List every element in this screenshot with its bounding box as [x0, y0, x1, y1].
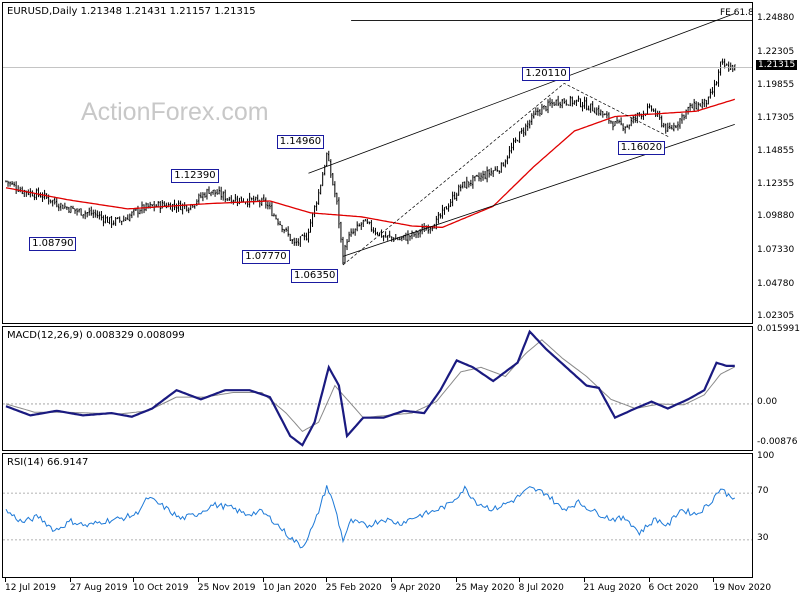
- x-axis-tick-mark: [5, 578, 6, 582]
- price-axis-tick-label: 1.14855: [757, 145, 795, 156]
- candles-group: [5, 58, 736, 265]
- x-axis-tick-mark: [197, 578, 199, 582]
- rsi-line: [5, 485, 736, 549]
- channel-upper-line: [308, 13, 735, 174]
- macd-header: MACD(12,26,9) 0.008329 0.008099: [7, 330, 185, 341]
- x-axis-tick-label: 25 Nov 2019: [197, 583, 256, 593]
- x-axis-tick-mark: [262, 578, 264, 582]
- macd-axis-tick-label: 0.015991: [757, 323, 800, 334]
- x-axis-tick-mark: [69, 578, 71, 582]
- current-price-tag: 1.21315: [756, 60, 798, 71]
- x-axis-tick-label: 9 Apr 2020: [390, 583, 441, 593]
- macd-axis-tick-label: 0.00: [757, 396, 778, 407]
- x-axis-tick-label: 21 Aug 2020: [583, 583, 642, 593]
- callout-low-1.16020: 1.16020: [617, 141, 666, 156]
- price-chart-header: EURUSD,Daily 1.21348 1.21431 1.21157 1.2…: [7, 6, 256, 17]
- rsi-axis-tick-label: 70: [757, 486, 769, 497]
- callout-high-1.14960: 1.14960: [276, 135, 325, 150]
- price-axis-tick-label: 1.09880: [757, 211, 795, 222]
- fibonacci-projection-dashed: [342, 82, 670, 266]
- macd-main-line: [5, 329, 735, 447]
- channel-lower-line: [342, 124, 735, 257]
- x-axis-tick-label: 25 Feb 2020: [325, 583, 382, 593]
- x-axis-tick-label: 8 Jul 2020: [518, 583, 564, 593]
- price-axis-tick-label: 1.24880: [757, 13, 795, 24]
- x-axis-tick-label: 6 Oct 2020: [648, 583, 699, 593]
- x-axis-tick-label: 19 Nov 2020: [713, 583, 772, 593]
- x-axis-tick-mark: [325, 578, 327, 582]
- x-axis-tick-label: 12 Jul 2019: [5, 583, 56, 593]
- price-chart-pane[interactable]: EURUSD,Daily 1.21348 1.21431 1.21157 1.2…: [2, 2, 753, 324]
- rsi-chart-svg: [3, 485, 752, 549]
- callout-low-1.08790: 1.08790: [29, 236, 77, 251]
- x-axis-tick-mark: [583, 578, 585, 582]
- callout-high-1.12390: 1.12390: [171, 169, 219, 184]
- callout-high-1.20110: 1.20110: [522, 67, 570, 82]
- macd-chart-svg: [3, 329, 752, 447]
- price-axis-tick-label: 1.22305: [757, 47, 795, 58]
- price-axis-tick-label: 1.12355: [757, 178, 795, 189]
- macd-axis-tick-label: -0.00876: [757, 437, 798, 448]
- rsi-axis-tick-label: 30: [757, 532, 769, 543]
- price-axis-tick-label: 1.17305: [757, 113, 795, 124]
- price-axis-tick-label: 1.19855: [757, 79, 795, 90]
- price-axis-tick-label: 1.07330: [757, 245, 795, 256]
- price-axis-tick-label: 1.04780: [757, 278, 795, 289]
- rsi-pane[interactable]: RSI(14) 66.9147: [2, 453, 753, 578]
- x-axis-tick-mark: [713, 578, 715, 582]
- callout-low-1.06350: 1.06350: [290, 268, 339, 283]
- x-axis-tick-mark: [132, 578, 134, 582]
- price-axis-tick-label: 1.02305: [757, 311, 795, 322]
- x-axis-tick-label: 10 Oct 2019: [132, 583, 189, 593]
- fe-level-label: FE 61.8: [720, 8, 753, 19]
- moving-average-line: [5, 98, 736, 228]
- watermark: ActionForex.com: [81, 98, 269, 126]
- price-chart-svg: [3, 13, 752, 266]
- x-axis-tick-label: 10 Jan 2020: [262, 583, 317, 593]
- x-axis-tick-mark: [648, 578, 650, 582]
- x-axis-tick-label: 25 May 2020: [455, 583, 515, 593]
- rsi-axis-tick-label: 100: [757, 451, 775, 461]
- rsi-header: RSI(14) 66.9147: [7, 457, 89, 468]
- x-axis-tick-mark: [518, 578, 520, 582]
- macd-pane[interactable]: MACD(12,26,9) 0.008329 0.008099: [2, 326, 753, 451]
- x-axis-tick-label: 27 Aug 2019: [69, 583, 128, 593]
- x-axis-tick-mark: [390, 578, 392, 582]
- x-axis-tick-mark: [455, 578, 457, 582]
- callout-low-1.07770: 1.07770: [242, 250, 290, 265]
